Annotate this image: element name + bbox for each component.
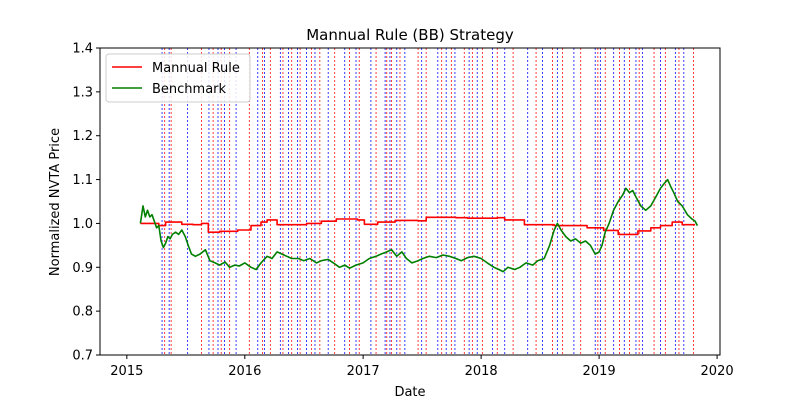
x-tick-label-1: 2016	[228, 364, 261, 379]
y-tick-label-6: 1.3	[72, 85, 93, 100]
y-axis-label: Normalized NVTA Price	[48, 128, 63, 276]
y-tick-label-7: 1.4	[72, 42, 93, 57]
plot-frame	[99, 47, 721, 356]
legend-label-mannual-rule: Mannual Rule	[152, 61, 240, 76]
chart-title: Mannual Rule (BB) Strategy	[306, 26, 514, 44]
y-tick-label-3: 1.0	[72, 217, 93, 232]
y-tick-label-1: 0.8	[72, 305, 93, 320]
legend: Mannual Rule Benchmark	[105, 53, 251, 103]
x-axis-label: Date	[394, 385, 425, 400]
series-line-benchmark	[139, 178, 699, 273]
legend-box	[105, 53, 251, 103]
y-tick-label-2: 0.9	[72, 261, 93, 276]
x-tick-label-4: 2019	[583, 364, 616, 379]
y-tick-label-5: 1.2	[72, 129, 93, 144]
x-tick-label-0: 2015	[110, 364, 143, 379]
x-tick-label-2: 2017	[347, 364, 380, 379]
series-line-mannual-rule	[140, 216, 696, 236]
legend-label-benchmark: Benchmark	[152, 82, 227, 97]
x-tick-label-5: 2020	[701, 364, 734, 379]
x-tick-label-3: 2018	[465, 364, 498, 379]
y-tick-label-0: 0.7	[72, 349, 93, 364]
plot-area: 0.7 0.8 0.9 1.0 1.1 1.2 1.3 1.4 2015 2016 2017 2018…	[72, 42, 733, 380]
y-tick-label-4: 1.1	[72, 173, 93, 188]
